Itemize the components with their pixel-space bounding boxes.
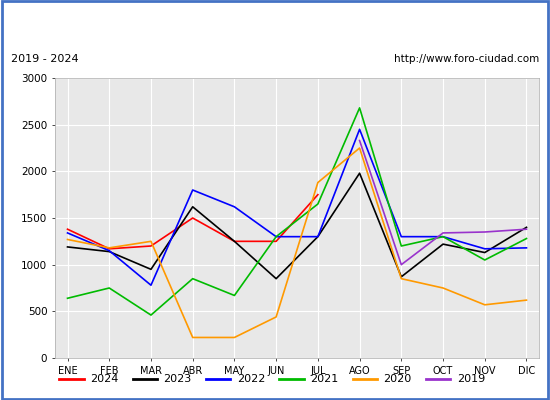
Text: 2022: 2022 — [237, 374, 265, 384]
Text: 2024: 2024 — [90, 374, 119, 384]
Text: 2019: 2019 — [457, 374, 485, 384]
Text: Evolucion Nº Turistas Nacionales en el municipio de Caminomorisco: Evolucion Nº Turistas Nacionales en el m… — [49, 16, 501, 28]
Text: 2023: 2023 — [163, 374, 192, 384]
Text: 2019 - 2024: 2019 - 2024 — [11, 54, 79, 64]
Text: 2020: 2020 — [383, 374, 412, 384]
Text: http://www.foro-ciudad.com: http://www.foro-ciudad.com — [394, 54, 539, 64]
Text: 2021: 2021 — [310, 374, 338, 384]
